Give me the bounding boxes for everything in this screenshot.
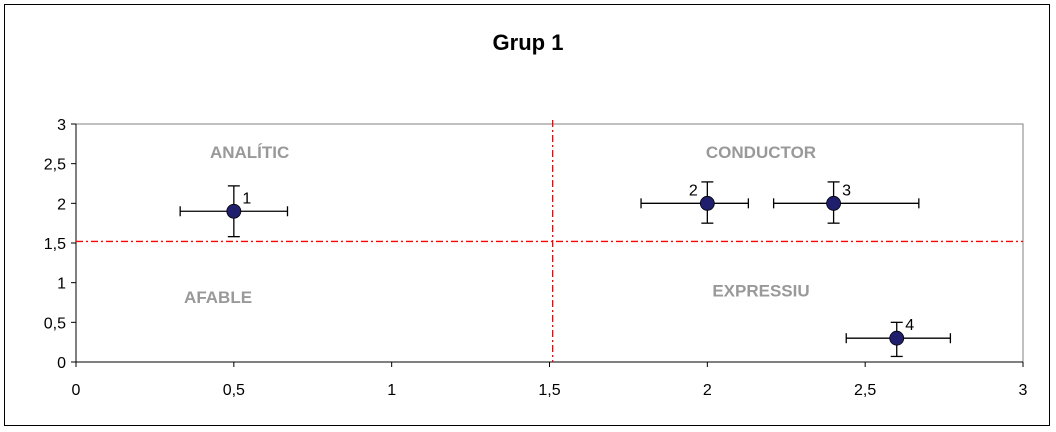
y-tick-label: 1 [57,276,66,293]
x-tick-label: 3 [1019,382,1028,399]
y-tick-label: 1,5 [44,236,66,253]
point-label: 1 [242,190,251,207]
data-point: 4 [845,317,952,358]
data-points: 1 2 3 4 [179,181,952,358]
chart-title: Grup 1 [492,30,564,55]
x-tick-label: 0 [72,382,81,399]
point-label: 2 [689,182,698,199]
data-point: 3 [772,181,920,224]
quadrant-label: AFABLE [184,288,252,307]
x-tick-label: 1 [387,382,396,399]
quadrant-label: EXPRESSIU [712,282,809,301]
point-marker [226,203,242,219]
x-tick-label: 2 [703,382,712,399]
data-point: 1 [179,185,289,238]
x-tick-label: 2,5 [854,382,876,399]
y-tick-label: 3 [57,117,66,134]
data-point: 2 [640,181,750,224]
axes: 0 0,5 1 1,5 2 2,5 3 0 0,5 1 1,5 2 2,5 3 [44,117,1028,399]
y-tick-label: 0 [57,355,66,372]
y-tick-label: 2,5 [44,157,66,174]
x-tick-label: 0,5 [223,382,245,399]
x-tick-label: 1,5 [538,382,560,399]
quadrant-label: ANALÍTIC [210,143,289,162]
reference-lines [76,120,1023,362]
plot-area [75,123,1024,363]
point-marker [889,330,905,346]
point-label: 3 [842,182,851,199]
point-marker [826,195,841,211]
point-marker [699,195,715,211]
quadrant-label: CONDUCTOR [706,143,816,162]
quadrant-labels: ANALÍTIC CONDUCTOR AFABLE EXPRESSIU [184,143,816,307]
y-tick-label: 2 [57,196,66,213]
y-tick-label: 0,5 [44,315,66,332]
point-label: 4 [905,317,914,334]
